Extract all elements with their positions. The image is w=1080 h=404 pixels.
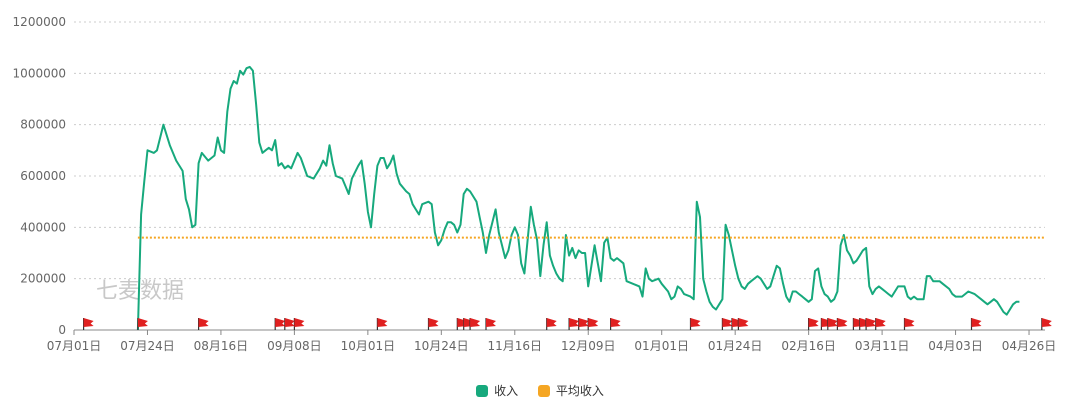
series-layer (136, 65, 1045, 331)
flag-banner (722, 318, 733, 327)
flag-banner (83, 318, 94, 327)
flag-banner (428, 318, 439, 327)
x-tick-label: 01月01日 (634, 339, 689, 353)
x-tick-label: 01月24日 (708, 339, 763, 353)
event-flag-icon[interactable] (427, 318, 439, 330)
event-flag-icon[interactable] (721, 318, 733, 330)
event-flag-icon[interactable] (807, 318, 819, 330)
event-flag-icon[interactable] (836, 318, 848, 330)
event-flag-icon[interactable] (970, 318, 982, 330)
event-flag-icon[interactable] (689, 318, 701, 330)
event-flag-icon[interactable] (903, 318, 915, 330)
flag-banner (198, 318, 209, 327)
legend-label-income: 收入 (494, 384, 519, 398)
flag-banner (486, 318, 496, 327)
flag-banner (837, 318, 848, 327)
flag-banner (137, 318, 148, 327)
event-flag-icon[interactable] (485, 318, 496, 330)
x-tick-label: 02月16日 (781, 339, 836, 353)
revenue-line-chart: 020000040000060000080000010000001200000 … (13, 15, 1057, 353)
flag-banner (1041, 318, 1052, 327)
y-tick-label: 200000 (20, 272, 66, 286)
flag-banner (578, 318, 589, 327)
event-flag-icon[interactable] (376, 318, 388, 330)
legend-swatch-income (476, 384, 489, 397)
y-tick-label: 1000000 (13, 66, 66, 80)
x-axis: 07月01日 07月24日 08月16日 09月08日 10月01日 10月24日 11月1… (47, 329, 1057, 353)
flag-banner (808, 318, 819, 327)
event-flags (82, 318, 1052, 330)
x-tick-label: 09月08日 (267, 339, 322, 353)
flag-banner (904, 318, 915, 327)
y-tick-label: 800000 (20, 118, 66, 132)
flag-banner (875, 318, 886, 327)
flag-banner (377, 318, 388, 327)
flag-banner (690, 318, 701, 327)
event-flag-icon[interactable] (284, 318, 295, 330)
event-flag-icon[interactable] (1041, 318, 1052, 330)
event-flag-icon[interactable] (568, 318, 580, 330)
grid-lines (74, 21, 1045, 280)
event-flag-icon[interactable] (587, 318, 599, 330)
event-flag-icon[interactable] (875, 318, 886, 330)
x-tick-label: 10月01日 (341, 339, 396, 353)
event-flag-icon[interactable] (198, 318, 209, 330)
legend-item-income[interactable]: 收入 (476, 382, 518, 399)
flag-banner (275, 318, 286, 327)
event-flag-icon[interactable] (865, 318, 877, 330)
event-flag-icon[interactable] (293, 318, 305, 330)
event-flag-icon[interactable] (137, 318, 148, 330)
flag-banner (470, 318, 481, 327)
flag-banner (738, 318, 749, 327)
y-tick-label: 600000 (20, 169, 66, 183)
event-flag-icon[interactable] (546, 318, 557, 330)
series-line-income (136, 65, 1020, 331)
event-flag-icon[interactable] (737, 318, 749, 330)
flag-banner (866, 318, 877, 327)
flag-banner (971, 318, 982, 327)
x-tick-label: 04月26日 (1002, 339, 1057, 353)
y-tick-label: 400000 (20, 220, 66, 234)
y-tick-label: 1200000 (13, 15, 66, 29)
event-flag-icon[interactable] (827, 318, 838, 330)
x-tick-label: 04月03日 (928, 339, 983, 353)
x-tick-label: 10月24日 (414, 339, 469, 353)
flag-banner (588, 318, 599, 327)
event-flag-icon[interactable] (274, 318, 286, 330)
event-flag-icon[interactable] (609, 318, 621, 330)
x-tick-label: 07月01日 (47, 339, 102, 353)
legend-swatch-average (537, 384, 550, 397)
event-flag-icon[interactable] (469, 318, 481, 330)
flag-banner (284, 318, 295, 327)
legend-item-average[interactable]: 平均收入 (537, 382, 604, 399)
flag-banner (569, 318, 580, 327)
flag-banner (610, 318, 621, 327)
x-tick-label: 07月24日 (120, 339, 175, 353)
legend-label-average: 平均收入 (555, 384, 604, 398)
x-tick-label: 11月16日 (488, 339, 543, 353)
event-flag-icon[interactable] (578, 318, 589, 330)
x-tick-label: 12月09日 (561, 339, 616, 353)
legend: 收入 平均收入 (0, 382, 1080, 400)
y-tick-label: 0 (58, 323, 66, 337)
event-flag-icon[interactable] (82, 318, 94, 330)
flag-banner (827, 318, 838, 327)
y-axis-ticks: 0 200000 400000 600000 800000 1000000 1200000 (13, 15, 66, 337)
flag-banner (546, 318, 557, 327)
flag-banner (294, 318, 305, 327)
x-tick-label: 08月16日 (194, 339, 249, 353)
x-tick-label: 03月11日 (855, 339, 910, 353)
